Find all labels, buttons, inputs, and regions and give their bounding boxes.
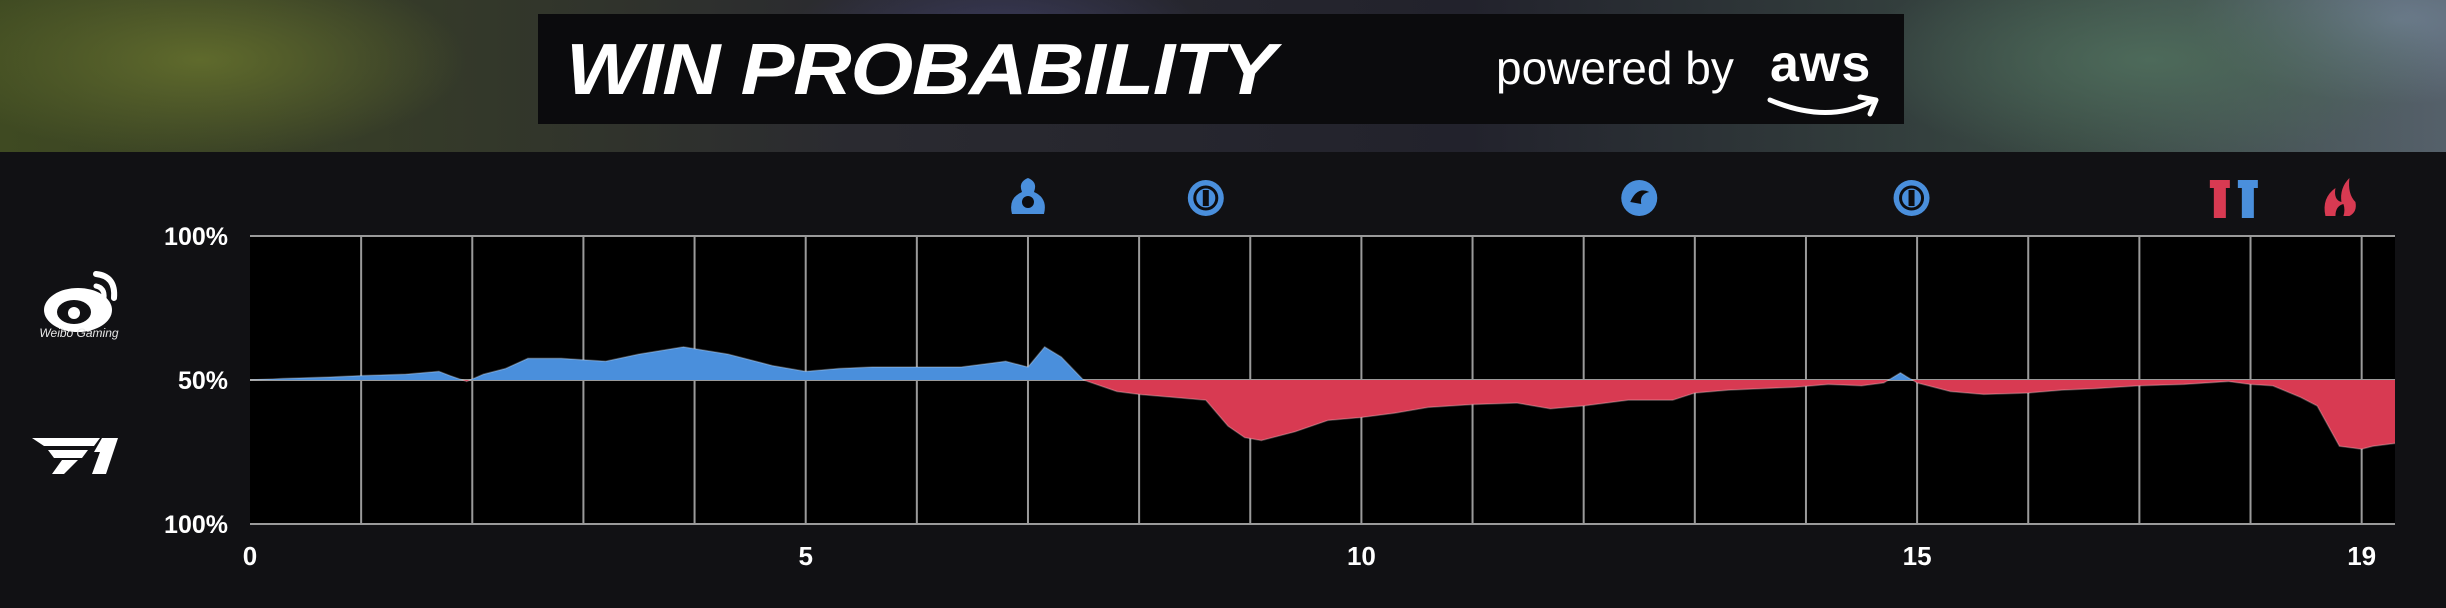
ocean-drake-icon — [1621, 180, 1658, 216]
win-probability-chart: 100% 50% 100% 0 5 10 15 19 — [164, 178, 2396, 571]
win-probability-line — [249, 345, 2396, 450]
team-name-weibo: Weibo Gaming — [39, 326, 119, 340]
drake-icon — [2324, 178, 2356, 216]
herald-icon — [1187, 180, 1224, 216]
y-tick-label: 100% — [164, 223, 228, 251]
x-tick-label: 15 — [1903, 541, 1932, 571]
x-tick-label: 0 — [243, 541, 257, 571]
y-tick-label: 100% — [164, 511, 228, 539]
sponsor-logo-text: aws — [1770, 35, 1872, 93]
weibo-logo-icon — [44, 271, 118, 332]
x-tick-label: 5 — [798, 541, 812, 571]
tower-icon — [2209, 180, 2258, 218]
chart-panel: 100% 50% 100% 0 5 10 15 19 — [0, 152, 2446, 608]
infernal-drake-icon — [1011, 178, 1045, 214]
x-tick-label: 19 — [2347, 541, 2376, 571]
aws-smile-icon — [1767, 94, 1879, 117]
win-area-t1 — [250, 380, 2395, 450]
t1-logo-icon — [32, 438, 118, 474]
herald-icon — [1893, 180, 1930, 216]
x-tick-label: 10 — [1347, 541, 1376, 571]
title-banner: WIN PROBABILITY powered by aws — [538, 14, 1904, 124]
banner-title: WIN PROBABILITY — [566, 30, 1276, 110]
powered-by-label: powered by — [1496, 42, 1734, 94]
y-tick-label: 50% — [178, 367, 228, 395]
win-area-weibo — [250, 346, 2395, 380]
